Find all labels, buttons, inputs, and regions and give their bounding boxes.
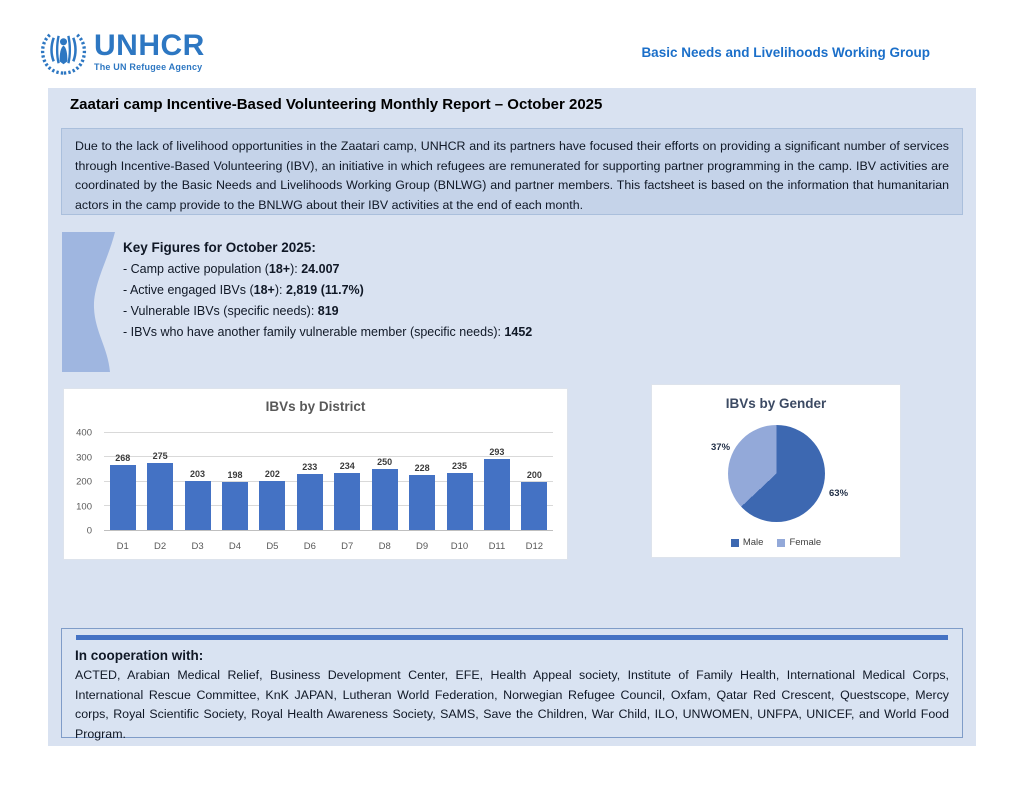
bar-chart-title: IBVs by District xyxy=(265,399,366,414)
pie-chart-panel: IBVs by Gender 63% 37% Male Female xyxy=(651,384,901,558)
x-axis-tick-label: D7 xyxy=(341,541,354,552)
x-axis-tick-label: D8 xyxy=(378,541,391,552)
bar-cell: 268 xyxy=(104,433,141,530)
bar-data-label: 200 xyxy=(526,469,542,480)
y-axis-tick-label: 200 xyxy=(76,476,92,488)
bar-cell: 233 xyxy=(291,433,328,530)
y-axis-tick-label: 0 xyxy=(86,525,92,537)
y-axis-tick-label: 300 xyxy=(76,452,92,463)
bar-cell: 203 xyxy=(179,433,216,530)
bar-chart-x-axis: D1 D2 D3 D4 D5 D6 D7 D8 D9 D10 D11 D12 xyxy=(104,541,553,552)
x-axis-tick-label: D10 xyxy=(450,541,469,552)
x-axis-tick-label: D11 xyxy=(488,541,506,552)
bar-cell: 202 xyxy=(254,433,291,530)
bar-data-label: 235 xyxy=(451,461,468,472)
bar xyxy=(446,473,473,530)
bar-cell: 275 xyxy=(141,433,178,530)
gridline xyxy=(104,504,553,506)
bar-chart-y-axis: 0 100 200 300 400 xyxy=(64,428,98,537)
legend-item: Female xyxy=(777,537,821,548)
bar xyxy=(147,463,174,530)
bar xyxy=(521,481,548,530)
key-figure-line: - IBVs who have another family vulnerabl… xyxy=(123,325,533,339)
key-figure-line: - Vulnerable IBVs (specific needs): 819 xyxy=(123,304,339,318)
bar-data-label: 293 xyxy=(489,446,505,457)
report-body: Zaatari camp Incentive-Based Volunteerin… xyxy=(48,88,976,746)
key-figure-line: - Camp active population (18+): 24.007 xyxy=(123,262,340,276)
bar xyxy=(296,473,323,530)
cooperation-accent-stripe xyxy=(76,635,948,640)
key-figures-list: - Camp active population (18+): 24.007 - … xyxy=(123,259,532,343)
x-axis-tick-label: D6 xyxy=(303,541,316,552)
key-figures-accent-shape xyxy=(62,232,115,372)
bar-chart-plot-area: 268 275 203 198 202 233 234 250 228 235 293 200 xyxy=(104,432,553,531)
bar xyxy=(259,481,286,530)
pie-label-female: 37% xyxy=(711,442,731,453)
legend-swatch-icon xyxy=(730,538,739,547)
working-group-title: Basic Needs and Livelihoods Working Grou… xyxy=(641,45,930,60)
x-axis-tick-label: D2 xyxy=(154,541,167,552)
key-figures-heading: Key Figures for October 2025: xyxy=(123,240,316,255)
intro-box: Due to the lack of livelihood opportunit… xyxy=(61,128,963,215)
bar-data-label: 234 xyxy=(339,461,355,472)
bar-cell: 250 xyxy=(366,433,403,530)
bar-cell: 198 xyxy=(216,433,253,530)
logo-text: UNHCR The UN Refugee Agency xyxy=(94,29,205,73)
logo-tagline: The UN Refugee Agency xyxy=(94,62,203,72)
page-title: Zaatari camp Incentive-Based Volunteerin… xyxy=(70,96,603,113)
x-axis-tick-label: D4 xyxy=(228,541,242,552)
bar-data-label: 198 xyxy=(227,470,243,480)
pie-chart-title: IBVs by Gender xyxy=(725,396,827,411)
bar-cell: 200 xyxy=(516,433,553,530)
y-axis-tick-label: 100 xyxy=(76,501,92,512)
key-figure-line: - Active engaged IBVs (18+): 2,819 (11.7… xyxy=(123,283,364,297)
bar-data-label: 275 xyxy=(152,451,168,462)
bar-data-label: 250 xyxy=(377,457,393,468)
bar-data-label: 233 xyxy=(302,461,318,472)
key-figures: Key Figures for October 2025: - Camp act… xyxy=(123,240,532,343)
legend-label: Male xyxy=(742,537,764,548)
bar-data-label: 228 xyxy=(414,462,430,473)
cooperation-partners: ACTED, Arabian Medical Relief, Business … xyxy=(75,668,949,741)
y-axis-tick-label: 400 xyxy=(76,427,92,439)
gridline xyxy=(104,432,553,433)
bar xyxy=(483,458,510,530)
bar-cell: 234 xyxy=(329,433,366,530)
legend-item: Male xyxy=(730,537,764,548)
gridline xyxy=(104,456,553,458)
gridline xyxy=(104,480,553,482)
bar xyxy=(409,474,436,530)
cooperation-heading: In cooperation with: xyxy=(75,648,204,663)
bar-cell: 235 xyxy=(441,433,478,530)
bar xyxy=(109,465,136,530)
bar xyxy=(371,469,398,530)
bar-data-label: 202 xyxy=(264,469,280,480)
bar xyxy=(221,482,248,530)
x-axis-tick-label: D1 xyxy=(116,541,129,552)
bar-chart-panel: IBVs by District 0 100 200 300 400 268 275 203… xyxy=(63,388,568,560)
intro-paragraph: Due to the lack of livelihood opportunit… xyxy=(75,139,949,212)
bar xyxy=(184,480,211,530)
unhcr-emblem-icon xyxy=(40,33,87,75)
x-axis-tick-label: D5 xyxy=(266,541,279,552)
x-axis-tick-label: D9 xyxy=(416,541,429,552)
bar xyxy=(334,473,361,530)
logo-wordmark: UNHCR xyxy=(94,29,205,62)
bar-data-label: 203 xyxy=(190,468,206,479)
x-axis-tick-label: D3 xyxy=(191,541,204,552)
cooperation-box: In cooperation with: ACTED, Arabian Medi… xyxy=(61,628,963,741)
bar-chart-bars: 268 275 203 198 202 233 234 250 228 235 293 200 xyxy=(104,433,553,530)
pie-label-male: 63% xyxy=(829,488,849,499)
bar-cell: 293 xyxy=(478,433,515,530)
legend-swatch-icon xyxy=(777,538,786,547)
unhcr-logo: UNHCR The UN Refugee Agency xyxy=(40,29,205,76)
bar-cell: 228 xyxy=(403,433,440,530)
pie-chart xyxy=(728,425,825,522)
x-axis-tick-label: D12 xyxy=(525,541,544,552)
legend-label: Female xyxy=(789,537,822,548)
bar-data-label: 268 xyxy=(115,453,131,464)
pie-chart-legend: Male Female xyxy=(652,537,900,548)
